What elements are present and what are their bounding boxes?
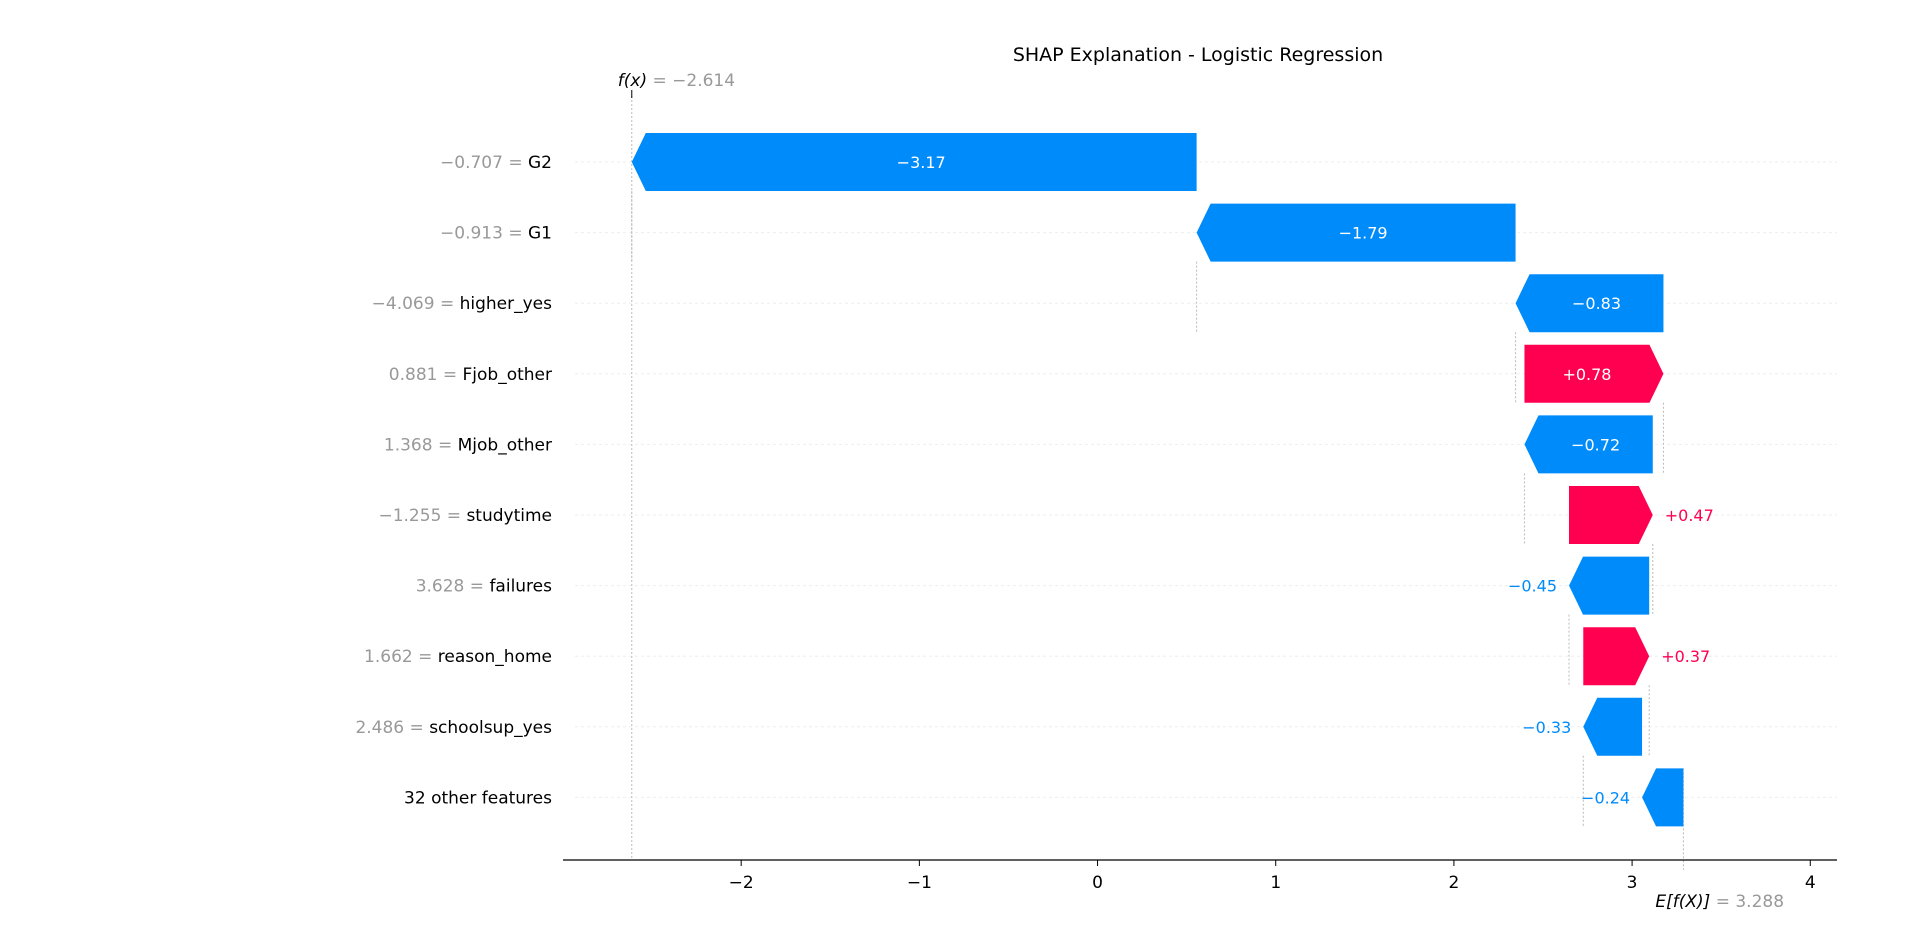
x-tick-label: −1 xyxy=(907,873,932,893)
feature-label: 1.368 = Mjob_other xyxy=(384,435,552,455)
bar-value-label: −3.17 xyxy=(897,153,946,172)
feature-name: G2 xyxy=(528,153,552,173)
feature-name: failures xyxy=(489,577,552,597)
feature-label: 1.662 = reason_home xyxy=(364,647,552,667)
feature-label: 3.628 = failures xyxy=(416,577,552,597)
feature-name: 32 other features xyxy=(404,788,552,808)
feature-value: −0.707 = xyxy=(440,153,528,173)
annotations: f(x) = −2.614 E[f(X)] = 3.288 xyxy=(618,71,1784,912)
feature-name: reason_home xyxy=(438,647,552,667)
grid-lines xyxy=(575,161,1837,798)
connector-lines xyxy=(631,96,1684,870)
feature-value: −0.913 = xyxy=(440,224,528,244)
expected-label: E[f(X)] xyxy=(1655,892,1710,912)
fx-label: f(x) xyxy=(618,71,647,91)
feature-value: −4.069 = xyxy=(372,294,460,314)
bar-value-label: +0.47 xyxy=(1665,506,1714,525)
bar-Mjob_other xyxy=(1524,415,1653,474)
bar-G1 xyxy=(1196,203,1516,262)
feature-label: 0.881 = Fjob_other xyxy=(389,365,552,385)
bar-higher_yes xyxy=(1515,274,1664,333)
x-tick-label: 1 xyxy=(1270,873,1281,893)
feature-labels: −3.17 −0.707 = G2 −1.79 −0.913 = G1 −0.83 −4.… xyxy=(355,153,1713,808)
expected-annotation: E[f(X)] = 3.288 xyxy=(1655,892,1784,912)
feature-name: G1 xyxy=(528,224,552,244)
bar-value-label: −0.24 xyxy=(1581,788,1630,807)
fx-value: = −2.614 xyxy=(647,71,735,91)
fx-annotation: f(x) = −2.614 xyxy=(618,71,735,91)
expected-value: = 3.288 xyxy=(1710,892,1784,912)
bar-value-label: −0.83 xyxy=(1572,294,1621,313)
feature-value: 0.881 = xyxy=(389,365,463,385)
feature-value: −1.255 = xyxy=(378,506,466,526)
bar-G2 xyxy=(631,133,1197,191)
bar-Fjob_other xyxy=(1524,344,1664,403)
bar-failures xyxy=(1569,556,1650,615)
feature-label: 32 other features xyxy=(404,788,552,808)
feature-name: Fjob_other xyxy=(463,365,552,385)
bar-reason_home xyxy=(1583,627,1650,686)
bar-value-label: −1.79 xyxy=(1339,224,1388,243)
x-tick-label: 2 xyxy=(1448,873,1459,893)
bar-value-label: +0.37 xyxy=(1661,647,1710,666)
feature-label: −0.707 = G2 xyxy=(440,153,552,173)
chart-title: SHAP Explanation - Logistic Regression xyxy=(1013,44,1383,66)
bar-value-label: −0.72 xyxy=(1571,435,1620,454)
x-tick-label: −2 xyxy=(729,873,754,893)
feature-label: −4.069 = higher_yes xyxy=(372,294,552,314)
bar-32-other-features xyxy=(1642,768,1684,827)
x-tick-label: 0 xyxy=(1092,873,1103,893)
feature-name: studytime xyxy=(466,506,552,526)
feature-value: 3.628 = xyxy=(416,577,490,597)
feature-value: 1.368 = xyxy=(384,435,458,455)
bar-value-label: −0.33 xyxy=(1522,718,1571,737)
bars xyxy=(631,133,1684,827)
x-axis: −2 −1 0 1 2 3 4 xyxy=(563,859,1837,893)
feature-value: 2.486 = xyxy=(355,718,429,738)
feature-value: 1.662 = xyxy=(364,647,438,667)
feature-name: schoolsup_yes xyxy=(429,718,552,738)
bar-value-label: +0.78 xyxy=(1562,365,1611,384)
bar-value-label: −0.45 xyxy=(1508,577,1557,596)
feature-label: 2.486 = schoolsup_yes xyxy=(355,718,552,738)
bar-schoolsup_yes xyxy=(1583,697,1643,756)
feature-label: −1.255 = studytime xyxy=(378,506,552,526)
feature-name: higher_yes xyxy=(460,294,553,314)
x-tick-label: 4 xyxy=(1805,873,1816,893)
x-tick-label: 3 xyxy=(1627,873,1638,893)
feature-name: Mjob_other xyxy=(458,435,552,455)
feature-label: −0.913 = G1 xyxy=(440,224,552,244)
bar-studytime xyxy=(1569,486,1653,544)
